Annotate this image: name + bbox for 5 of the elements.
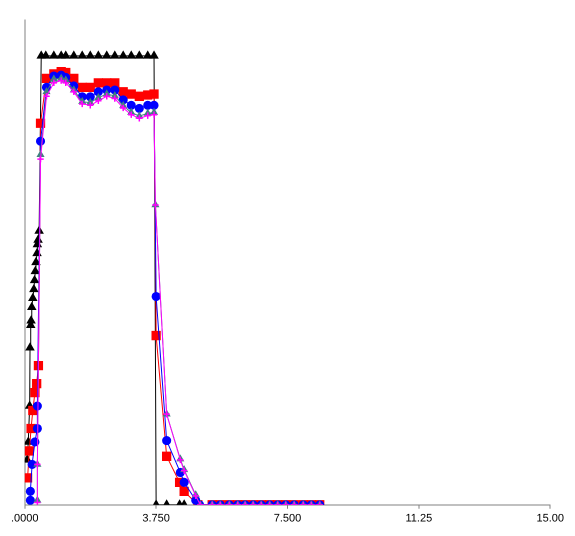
x-tick-label: 15.00: [536, 512, 564, 524]
x-tick-label: 3.750: [142, 512, 170, 524]
x-tick-label: .0000: [11, 512, 39, 524]
x-tick-label: 7.500: [274, 512, 302, 524]
x-tick-label: 11.25: [406, 512, 432, 524]
